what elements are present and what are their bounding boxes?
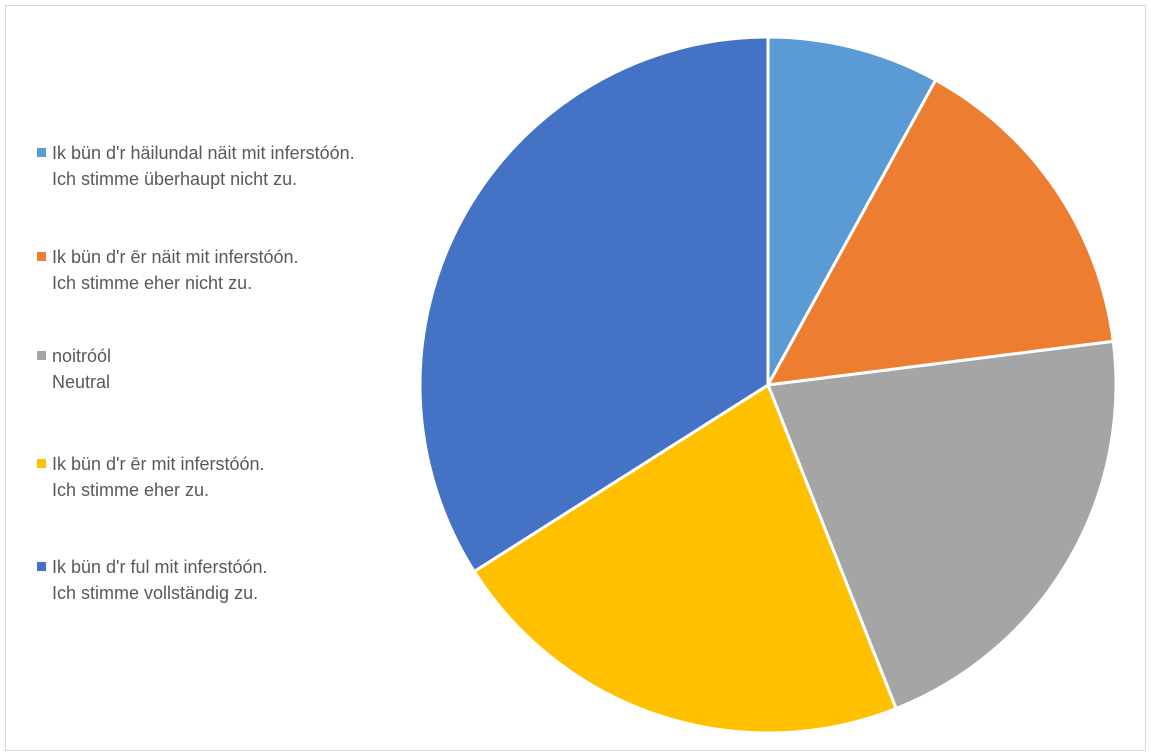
legend-label-neutral: noitróól Neutral [52, 346, 112, 392]
legend-label-fully-agree: Ik bün d'r ful mit inferstóón. Ich stimm… [52, 557, 268, 603]
legend-swatch-neutral [37, 351, 46, 360]
legend-item-rather-agree: Ik bün d'r ēr mit inferstóón. Ich stimme… [37, 451, 397, 503]
legend-item-neutral: noitróól Neutral [37, 343, 397, 395]
legend-item-strongly-disagree: Ik bün d'r häilundal näit mit inferstóón… [37, 140, 397, 192]
legend-item-fully-agree: Ik bün d'r ful mit inferstóón. Ich stimm… [37, 554, 397, 606]
pie-slice-strongly-disagree [766, 35, 938, 387]
legend-swatch-rather-agree [37, 459, 46, 468]
legend-label-strongly-disagree: Ik bün d'r häilundal näit mit inferstóón… [52, 143, 355, 189]
pie-slice-rather-agree [472, 383, 898, 735]
pie-slice-neutral [766, 339, 1118, 711]
legend-swatch-fully-agree [37, 562, 46, 571]
legend-swatch-strongly-disagree [37, 148, 46, 157]
pie-slice-rather-disagree [766, 78, 1115, 387]
legend-label-rather-disagree: Ik bün d'r ēr näit mit inferstóón. Ich s… [52, 247, 299, 293]
legend-swatch-rather-disagree [37, 252, 46, 261]
legend-item-rather-disagree: Ik bün d'r ēr näit mit inferstóón. Ich s… [37, 244, 397, 296]
legend-label-rather-agree: Ik bün d'r ēr mit inferstóón. Ich stimme… [52, 454, 265, 500]
pie-slice-fully-agree [418, 35, 770, 573]
